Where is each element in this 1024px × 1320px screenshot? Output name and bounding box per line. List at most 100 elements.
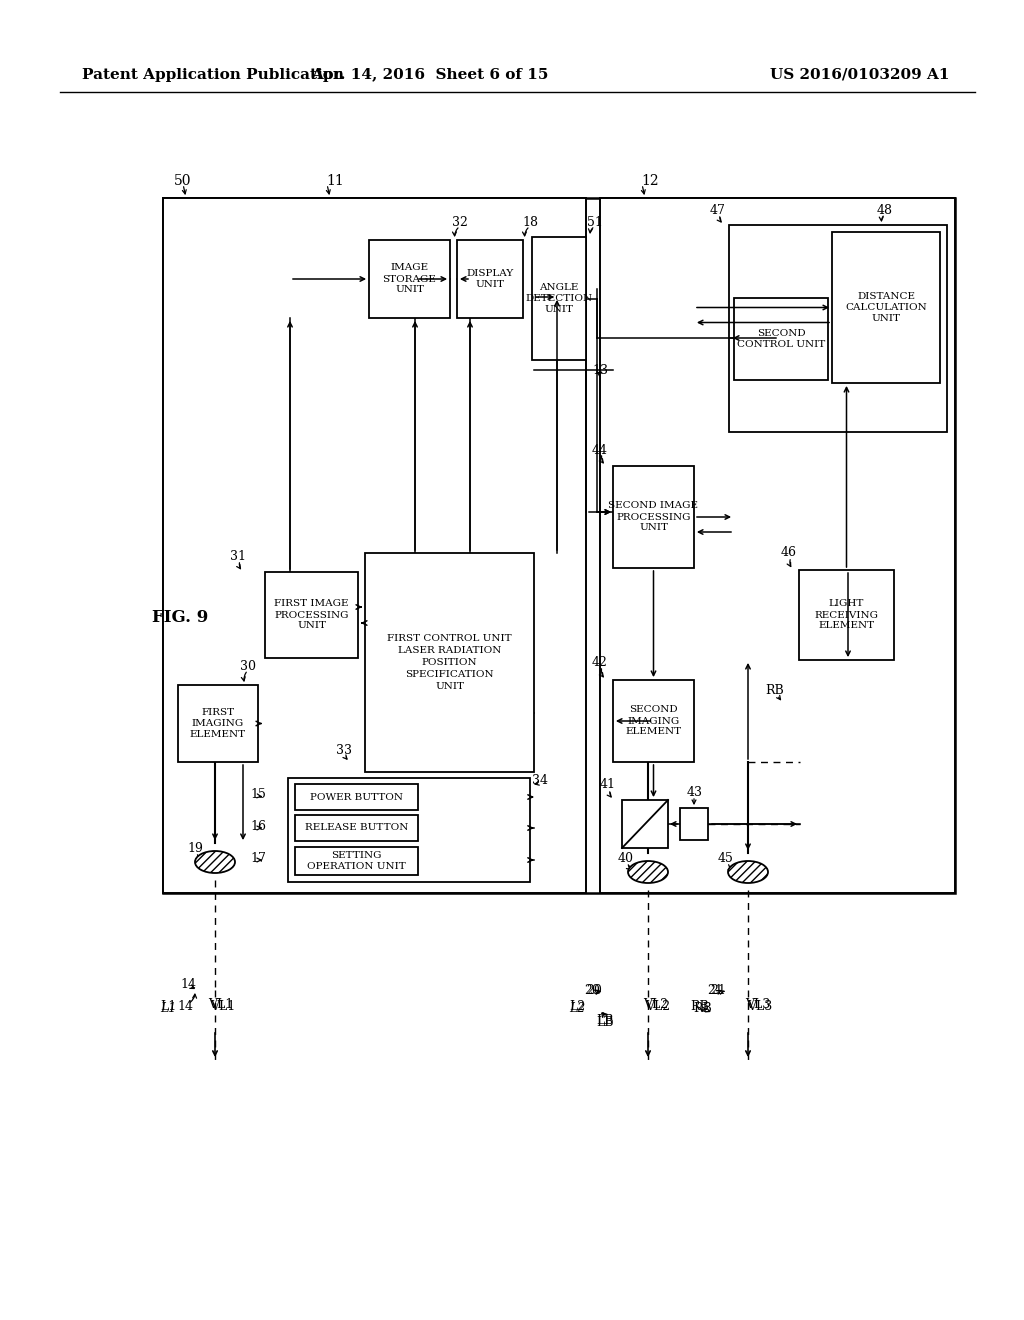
Text: 48: 48 — [877, 203, 893, 216]
Text: ELEMENT: ELEMENT — [626, 727, 682, 737]
Bar — [295, 847, 418, 875]
Text: 51: 51 — [587, 215, 603, 228]
Text: 34: 34 — [532, 775, 548, 788]
Text: LB: LB — [596, 1014, 613, 1027]
Text: RB: RB — [766, 684, 784, 697]
Text: UNIT: UNIT — [475, 280, 505, 289]
Text: 17: 17 — [250, 851, 266, 865]
Text: RELEASE BUTTON: RELEASE BUTTON — [305, 824, 409, 833]
Text: FIG. 9: FIG. 9 — [152, 610, 208, 627]
Bar — [178, 685, 258, 762]
Text: LIGHT: LIGHT — [828, 599, 864, 609]
Bar — [295, 784, 418, 810]
Text: L2: L2 — [569, 1001, 585, 1014]
Text: LB: LB — [691, 817, 709, 829]
Text: DISPLAY: DISPLAY — [466, 269, 514, 279]
Text: UNIT: UNIT — [545, 305, 573, 314]
Text: SECOND: SECOND — [757, 329, 805, 338]
Text: L2: L2 — [569, 1002, 585, 1015]
Text: US 2016/0103209 A1: US 2016/0103209 A1 — [770, 69, 950, 82]
Text: SPECIFICATION: SPECIFICATION — [406, 671, 494, 678]
Text: IMAGE: IMAGE — [390, 264, 429, 272]
Bar — [457, 240, 523, 318]
Bar — [295, 814, 418, 841]
Text: FIRST CONTROL UNIT: FIRST CONTROL UNIT — [387, 634, 512, 643]
Text: DETECTION: DETECTION — [525, 294, 593, 304]
Text: VL1: VL1 — [208, 998, 233, 1011]
Text: 21: 21 — [707, 983, 723, 997]
Text: 19: 19 — [187, 842, 203, 854]
Text: UNIT: UNIT — [395, 285, 424, 294]
Text: 18: 18 — [522, 215, 538, 228]
Bar — [288, 777, 530, 882]
Text: 31: 31 — [230, 549, 246, 562]
Bar — [680, 808, 708, 840]
Bar — [729, 224, 947, 432]
Text: L1: L1 — [160, 1001, 176, 1014]
Text: UNIT: UNIT — [297, 622, 326, 631]
Text: FIRST: FIRST — [202, 708, 234, 717]
Ellipse shape — [728, 861, 768, 883]
Text: 46: 46 — [781, 546, 797, 560]
Text: 16: 16 — [250, 820, 266, 833]
Text: CONTROL UNIT: CONTROL UNIT — [737, 341, 825, 348]
Text: LB: LB — [596, 1015, 613, 1028]
Text: POSITION: POSITION — [422, 657, 477, 667]
Text: 15: 15 — [250, 788, 266, 800]
Text: UNIT: UNIT — [871, 314, 900, 323]
Text: 14: 14 — [177, 1001, 193, 1014]
Text: 47: 47 — [710, 203, 726, 216]
Bar — [600, 198, 955, 894]
Text: 12: 12 — [641, 174, 658, 187]
Text: UNIT: UNIT — [639, 524, 668, 532]
Bar — [799, 570, 894, 660]
Text: RECEIVING: RECEIVING — [814, 610, 879, 619]
Text: ELEMENT: ELEMENT — [189, 730, 246, 739]
Text: 20: 20 — [586, 985, 602, 998]
Bar — [163, 198, 955, 894]
Text: 42: 42 — [592, 656, 608, 669]
Text: IMAGING: IMAGING — [191, 719, 244, 729]
Text: 43: 43 — [687, 785, 703, 799]
Text: UNIT: UNIT — [435, 682, 464, 690]
Text: RB: RB — [690, 1001, 710, 1014]
Bar — [163, 198, 586, 894]
Text: 44: 44 — [592, 444, 608, 457]
Text: 40: 40 — [618, 851, 634, 865]
Bar — [613, 466, 694, 568]
Text: ELEMENT: ELEMENT — [818, 622, 874, 631]
Ellipse shape — [195, 851, 234, 873]
Text: PROCESSING: PROCESSING — [616, 512, 691, 521]
Text: STORAGE: STORAGE — [383, 275, 436, 284]
Text: SETTING: SETTING — [331, 851, 382, 861]
Text: SECOND: SECOND — [629, 705, 678, 714]
Ellipse shape — [628, 861, 668, 883]
Text: 41: 41 — [600, 779, 616, 792]
Text: PROCESSING: PROCESSING — [274, 610, 349, 619]
Text: 45: 45 — [718, 851, 734, 865]
Text: ANGLE: ANGLE — [540, 282, 579, 292]
Text: LASER RADIATION: LASER RADIATION — [397, 645, 501, 655]
Text: 32: 32 — [452, 215, 468, 228]
Text: 21: 21 — [710, 985, 726, 998]
Text: SECOND IMAGE: SECOND IMAGE — [608, 502, 698, 511]
Text: L1: L1 — [160, 1002, 176, 1015]
Bar — [613, 680, 694, 762]
Text: VL2: VL2 — [645, 999, 671, 1012]
Text: VL2: VL2 — [643, 998, 669, 1011]
Text: 30: 30 — [240, 660, 256, 673]
Text: Apr. 14, 2016  Sheet 6 of 15: Apr. 14, 2016 Sheet 6 of 15 — [311, 69, 549, 82]
Bar — [831, 232, 940, 383]
Text: FIRST IMAGE: FIRST IMAGE — [274, 599, 349, 609]
Text: VL3: VL3 — [745, 998, 771, 1011]
Text: 14: 14 — [180, 978, 196, 991]
Text: IMAGING: IMAGING — [628, 717, 680, 726]
Text: DISTANCE: DISTANCE — [857, 292, 915, 301]
Bar — [265, 572, 358, 657]
Text: 11: 11 — [326, 174, 344, 187]
Text: 50: 50 — [174, 174, 191, 187]
Bar — [622, 800, 668, 847]
Text: 20: 20 — [584, 983, 600, 997]
Text: VL3: VL3 — [748, 999, 773, 1012]
Text: Patent Application Publication: Patent Application Publication — [82, 69, 344, 82]
